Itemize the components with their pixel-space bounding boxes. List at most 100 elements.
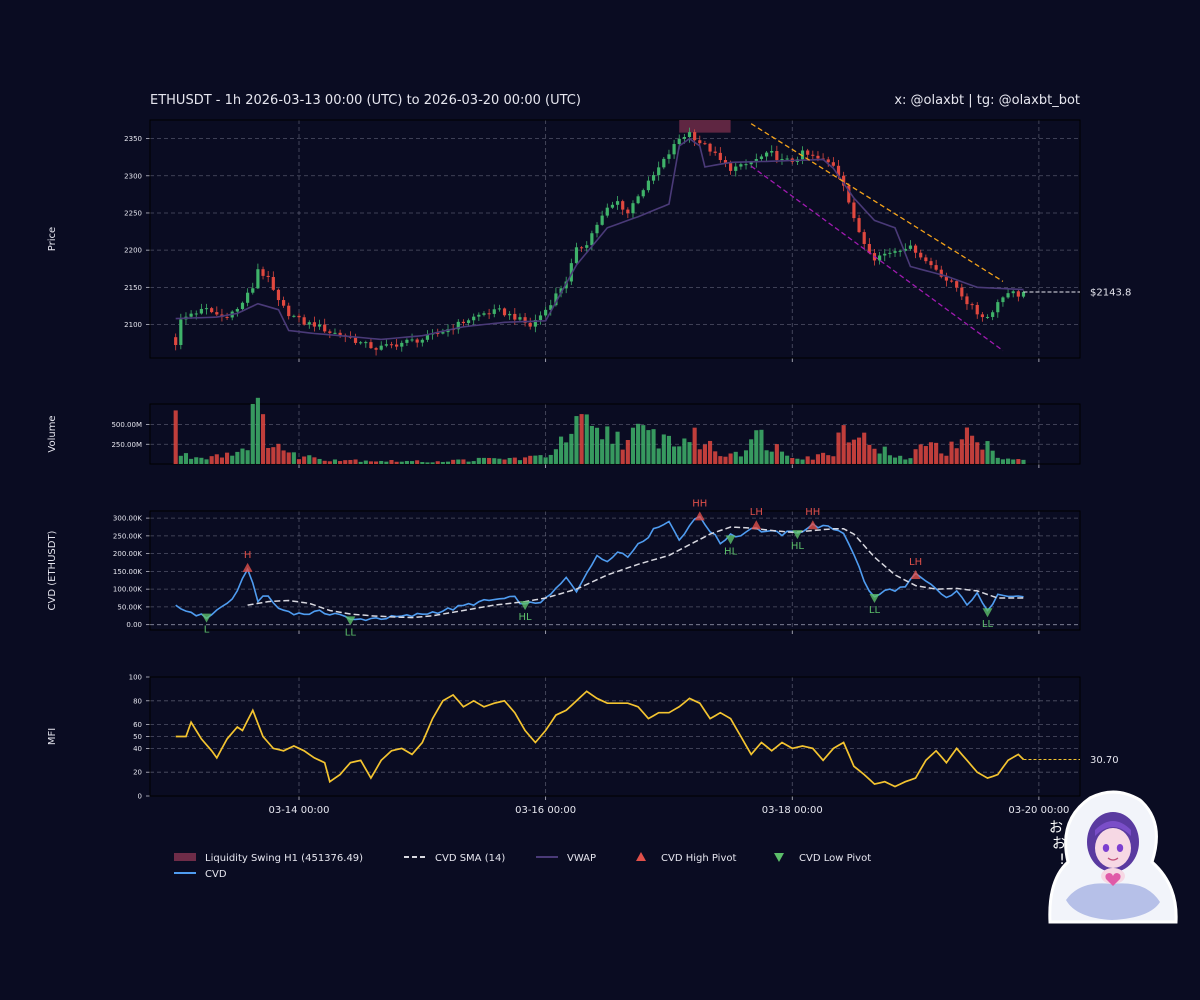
volume-bar xyxy=(584,414,589,464)
volume-bar xyxy=(923,446,928,464)
volume-bar xyxy=(939,453,944,464)
volume-bar xyxy=(384,461,389,464)
candle-body xyxy=(466,320,471,324)
volume-bar xyxy=(255,397,260,464)
volume-bar xyxy=(260,414,266,464)
volume-bar xyxy=(440,461,445,464)
volume-bar xyxy=(764,450,769,464)
candle-body xyxy=(847,185,851,203)
trendline-resistance xyxy=(750,123,1004,282)
volume-bar xyxy=(918,444,923,464)
cvd-sma-line xyxy=(247,526,1024,619)
volume-bar xyxy=(492,458,497,464)
candle-body xyxy=(441,332,445,334)
pivot-label: LL xyxy=(345,627,357,638)
candle-body xyxy=(739,164,743,167)
volume-bar xyxy=(461,459,466,464)
candle-body xyxy=(744,164,748,166)
pivot-low-marker xyxy=(792,530,803,540)
candle-body xyxy=(862,232,866,244)
candle-body xyxy=(949,280,954,282)
volume-bar xyxy=(363,460,368,464)
candle-body xyxy=(939,269,943,277)
volume-bar xyxy=(857,437,862,464)
candle-body xyxy=(174,337,178,346)
volume-bar xyxy=(687,442,692,464)
candle-body xyxy=(934,265,938,270)
candle-body xyxy=(775,151,779,160)
candle-body xyxy=(734,166,738,171)
candle-body xyxy=(924,257,928,262)
candle-body xyxy=(764,152,769,157)
volume-bar xyxy=(435,461,440,464)
candle-body xyxy=(703,143,707,145)
candle-body xyxy=(672,144,676,155)
candle-body xyxy=(559,288,563,294)
cvd-ytick-label: 300.00K xyxy=(113,515,142,523)
volume-bar xyxy=(189,458,194,464)
volume-bar xyxy=(898,455,903,464)
candle-body xyxy=(508,313,512,316)
candle-body xyxy=(359,342,363,344)
volume-bar xyxy=(964,427,970,464)
candle-body xyxy=(883,253,887,256)
volume-bar xyxy=(1006,458,1011,464)
price-ylabel: Price xyxy=(47,227,58,251)
cvd-panel: CVD (ETHUSDT) 0.00 50.00K 100.00K 150.00K 200… xyxy=(47,498,1081,638)
volume-bar xyxy=(502,459,507,464)
pivot-low-marker xyxy=(201,613,212,623)
candle-body xyxy=(395,344,399,347)
volume-bar xyxy=(815,454,821,464)
pivot-label: HH xyxy=(805,507,820,518)
candle-body xyxy=(210,308,214,313)
candle-body xyxy=(785,158,789,160)
volume-bar xyxy=(512,457,517,464)
candle-body xyxy=(985,316,990,318)
candle-body xyxy=(266,275,270,278)
candle-body xyxy=(667,154,671,159)
candle-body xyxy=(199,308,203,314)
candle-body xyxy=(1021,291,1026,297)
volume-bar xyxy=(733,451,738,464)
volume-bar xyxy=(322,460,327,464)
volume-bar xyxy=(672,446,677,464)
volume-bar xyxy=(353,459,358,464)
candle-body xyxy=(317,324,322,327)
volume-bar xyxy=(826,455,831,464)
candle-body xyxy=(204,308,209,310)
volume-bar xyxy=(296,459,302,464)
volume-bar xyxy=(882,446,887,464)
cvd-ytick-label: 0.00 xyxy=(126,621,142,629)
volume-bar xyxy=(887,455,892,464)
volume-bar xyxy=(533,455,538,464)
mfi-ylabel: MFI xyxy=(47,728,58,745)
volume-bar xyxy=(975,442,980,464)
legend-item: CVD Low Pivot xyxy=(774,853,871,864)
volume-bar xyxy=(456,459,461,464)
candle-body xyxy=(759,156,764,159)
volume-bar xyxy=(471,461,476,464)
candle-body xyxy=(410,339,414,341)
volume-bar xyxy=(790,457,795,464)
candle-body xyxy=(955,281,959,288)
candle-body xyxy=(636,196,640,204)
mfi-ytick-label: 0 xyxy=(138,793,142,801)
volume-bar xyxy=(240,448,245,464)
volume-bar xyxy=(651,429,656,464)
volume-bar xyxy=(523,457,528,464)
volume-bar xyxy=(307,455,312,464)
candle-body xyxy=(240,302,245,309)
cvd-ytick-label: 250.00K xyxy=(113,532,142,540)
volume-bar xyxy=(867,444,872,464)
candle-body xyxy=(723,160,728,164)
candle-body xyxy=(867,243,871,254)
candle-body xyxy=(1006,293,1010,298)
candle-body xyxy=(323,324,327,332)
volume-bar xyxy=(183,453,189,464)
price-frame xyxy=(149,119,1081,359)
x-tick-label: 03-16 00:00 xyxy=(515,805,576,816)
volume-bar xyxy=(302,456,307,464)
candle-body xyxy=(749,162,753,165)
candle-body xyxy=(651,175,656,181)
candle-body xyxy=(472,316,476,321)
